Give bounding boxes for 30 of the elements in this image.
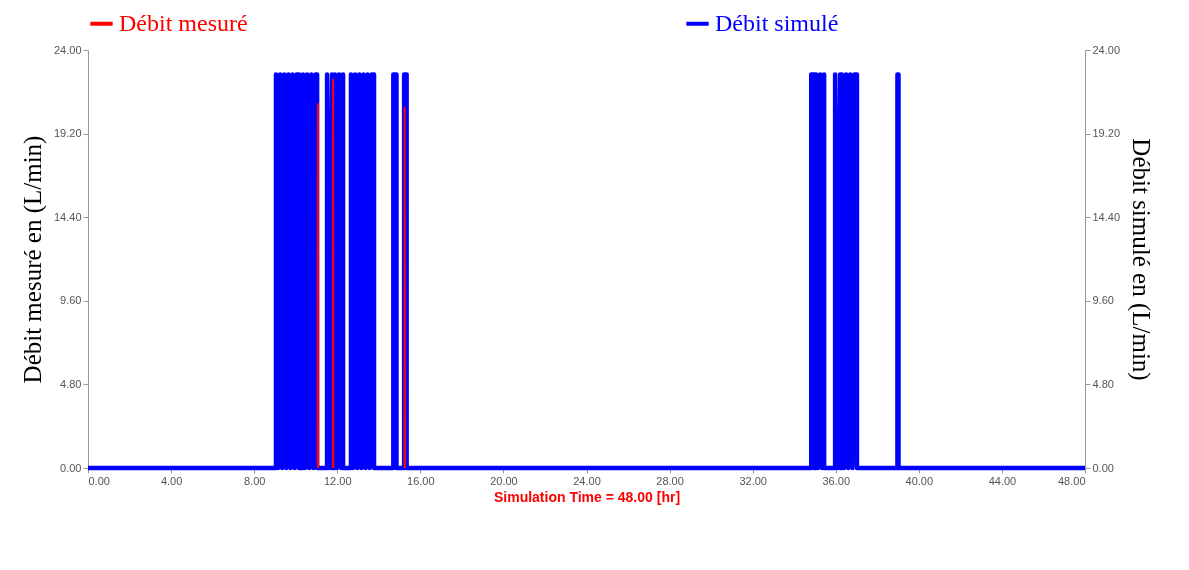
y-tick-label: 19.20 xyxy=(53,127,82,140)
y2-tick-label: 24.00 xyxy=(1092,43,1121,56)
y-axis-title: Débit mesuré en (L/min) xyxy=(18,135,47,384)
x-tick-label: 16.00 xyxy=(407,474,435,487)
y2-axis-title: Débit simulé en (L/min) xyxy=(1127,138,1156,381)
x-tick-label: 40.00 xyxy=(905,474,934,487)
x-tick-label: 12.00 xyxy=(323,474,352,487)
y2-tick-label: 19.20 xyxy=(1092,127,1121,140)
x-tick-label: 32.00 xyxy=(739,474,767,487)
x-tick-label: 24.00 xyxy=(573,474,601,487)
y2-tick-label: 14.40 xyxy=(1092,210,1121,223)
y-tick-label: 4.80 xyxy=(60,377,82,390)
x-tick-label: 48.00 xyxy=(1057,474,1086,487)
y-tick-label: 24.00 xyxy=(53,43,82,56)
legend-label: Débit mesuré xyxy=(119,9,248,36)
x-tick-label: 36.00 xyxy=(822,474,851,487)
x-tick-label: 4.00 xyxy=(160,474,183,487)
y-tick-label: 14.40 xyxy=(53,210,82,223)
legend-label: Débit simulé xyxy=(715,9,839,36)
y2-tick-label: 0.00 xyxy=(1092,461,1114,474)
y-tick-label: 9.60 xyxy=(60,294,82,307)
x-tick-label: 44.00 xyxy=(988,474,1017,487)
y2-tick-label: 9.60 xyxy=(1092,294,1114,307)
y2-tick-label: 4.80 xyxy=(1092,377,1114,390)
x-axis-title: Simulation Time = 48.00 [hr] xyxy=(493,488,681,505)
x-tick-label: 20.00 xyxy=(490,474,518,487)
x-tick-label: 0.00 xyxy=(88,474,110,487)
x-tick-label: 8.00 xyxy=(243,474,266,487)
x-tick-label: 28.00 xyxy=(656,474,684,487)
y-tick-label: 0.00 xyxy=(60,461,82,474)
